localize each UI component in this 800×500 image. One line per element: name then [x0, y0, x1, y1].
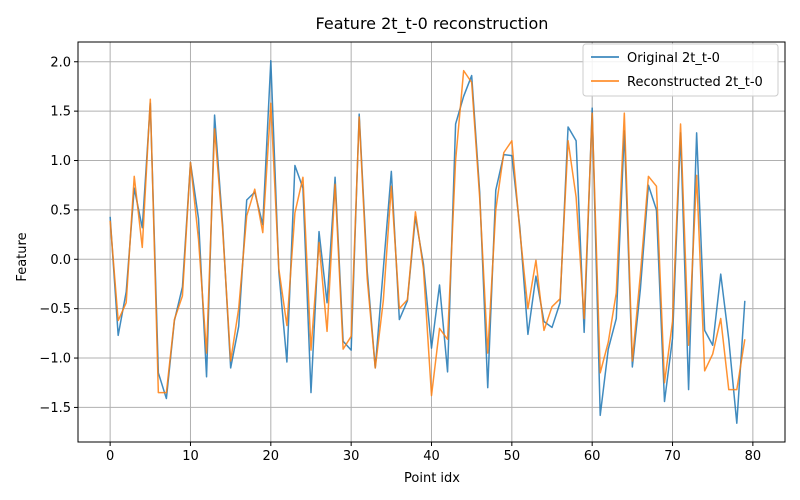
- x-tick-label: 30: [343, 449, 360, 464]
- x-tick-label: 0: [106, 449, 114, 464]
- y-axis-title: Feature: [15, 232, 30, 281]
- series-layer: [109, 60, 746, 424]
- x-tick-label: 20: [263, 449, 280, 464]
- x-tick-label: 80: [745, 449, 762, 464]
- y-tick-label: −0.5: [39, 302, 71, 317]
- legend-label-original: Original 2t_t-0: [627, 51, 720, 66]
- x-axis-title: Point idx: [404, 471, 460, 486]
- x-tick-label: 60: [584, 449, 601, 464]
- tick-layer: 0 10 20 30 40 50 60 70 80 −1.5 −1.0 −0.5 0.0 0.5 1.0 1.…: [39, 55, 761, 464]
- x-tick-label: 10: [182, 449, 199, 464]
- y-tick-label: −1.5: [39, 401, 71, 416]
- legend-box: [582, 43, 779, 97]
- y-tick-label: 0.0: [50, 253, 71, 268]
- x-tick-label: 70: [664, 449, 681, 464]
- chart-title: Feature 2t_t-0 reconstruction: [316, 14, 549, 34]
- series-line-original: [109, 60, 746, 424]
- legend: Original 2t_t-0 Reconstructed 2t_t-0: [582, 43, 779, 97]
- x-tick-label: 40: [423, 449, 440, 464]
- series-line-reconstructed: [109, 69, 746, 397]
- y-tick-label: 1.5: [50, 105, 71, 120]
- y-tick-label: 0.5: [50, 203, 71, 218]
- y-tick-label: 1.0: [50, 154, 71, 169]
- legend-label-reconstructed: Reconstructed 2t_t-0: [627, 75, 763, 90]
- y-tick-label: 2.0: [50, 55, 71, 70]
- x-tick-label: 50: [504, 449, 521, 464]
- y-tick-label: −1.0: [39, 352, 71, 367]
